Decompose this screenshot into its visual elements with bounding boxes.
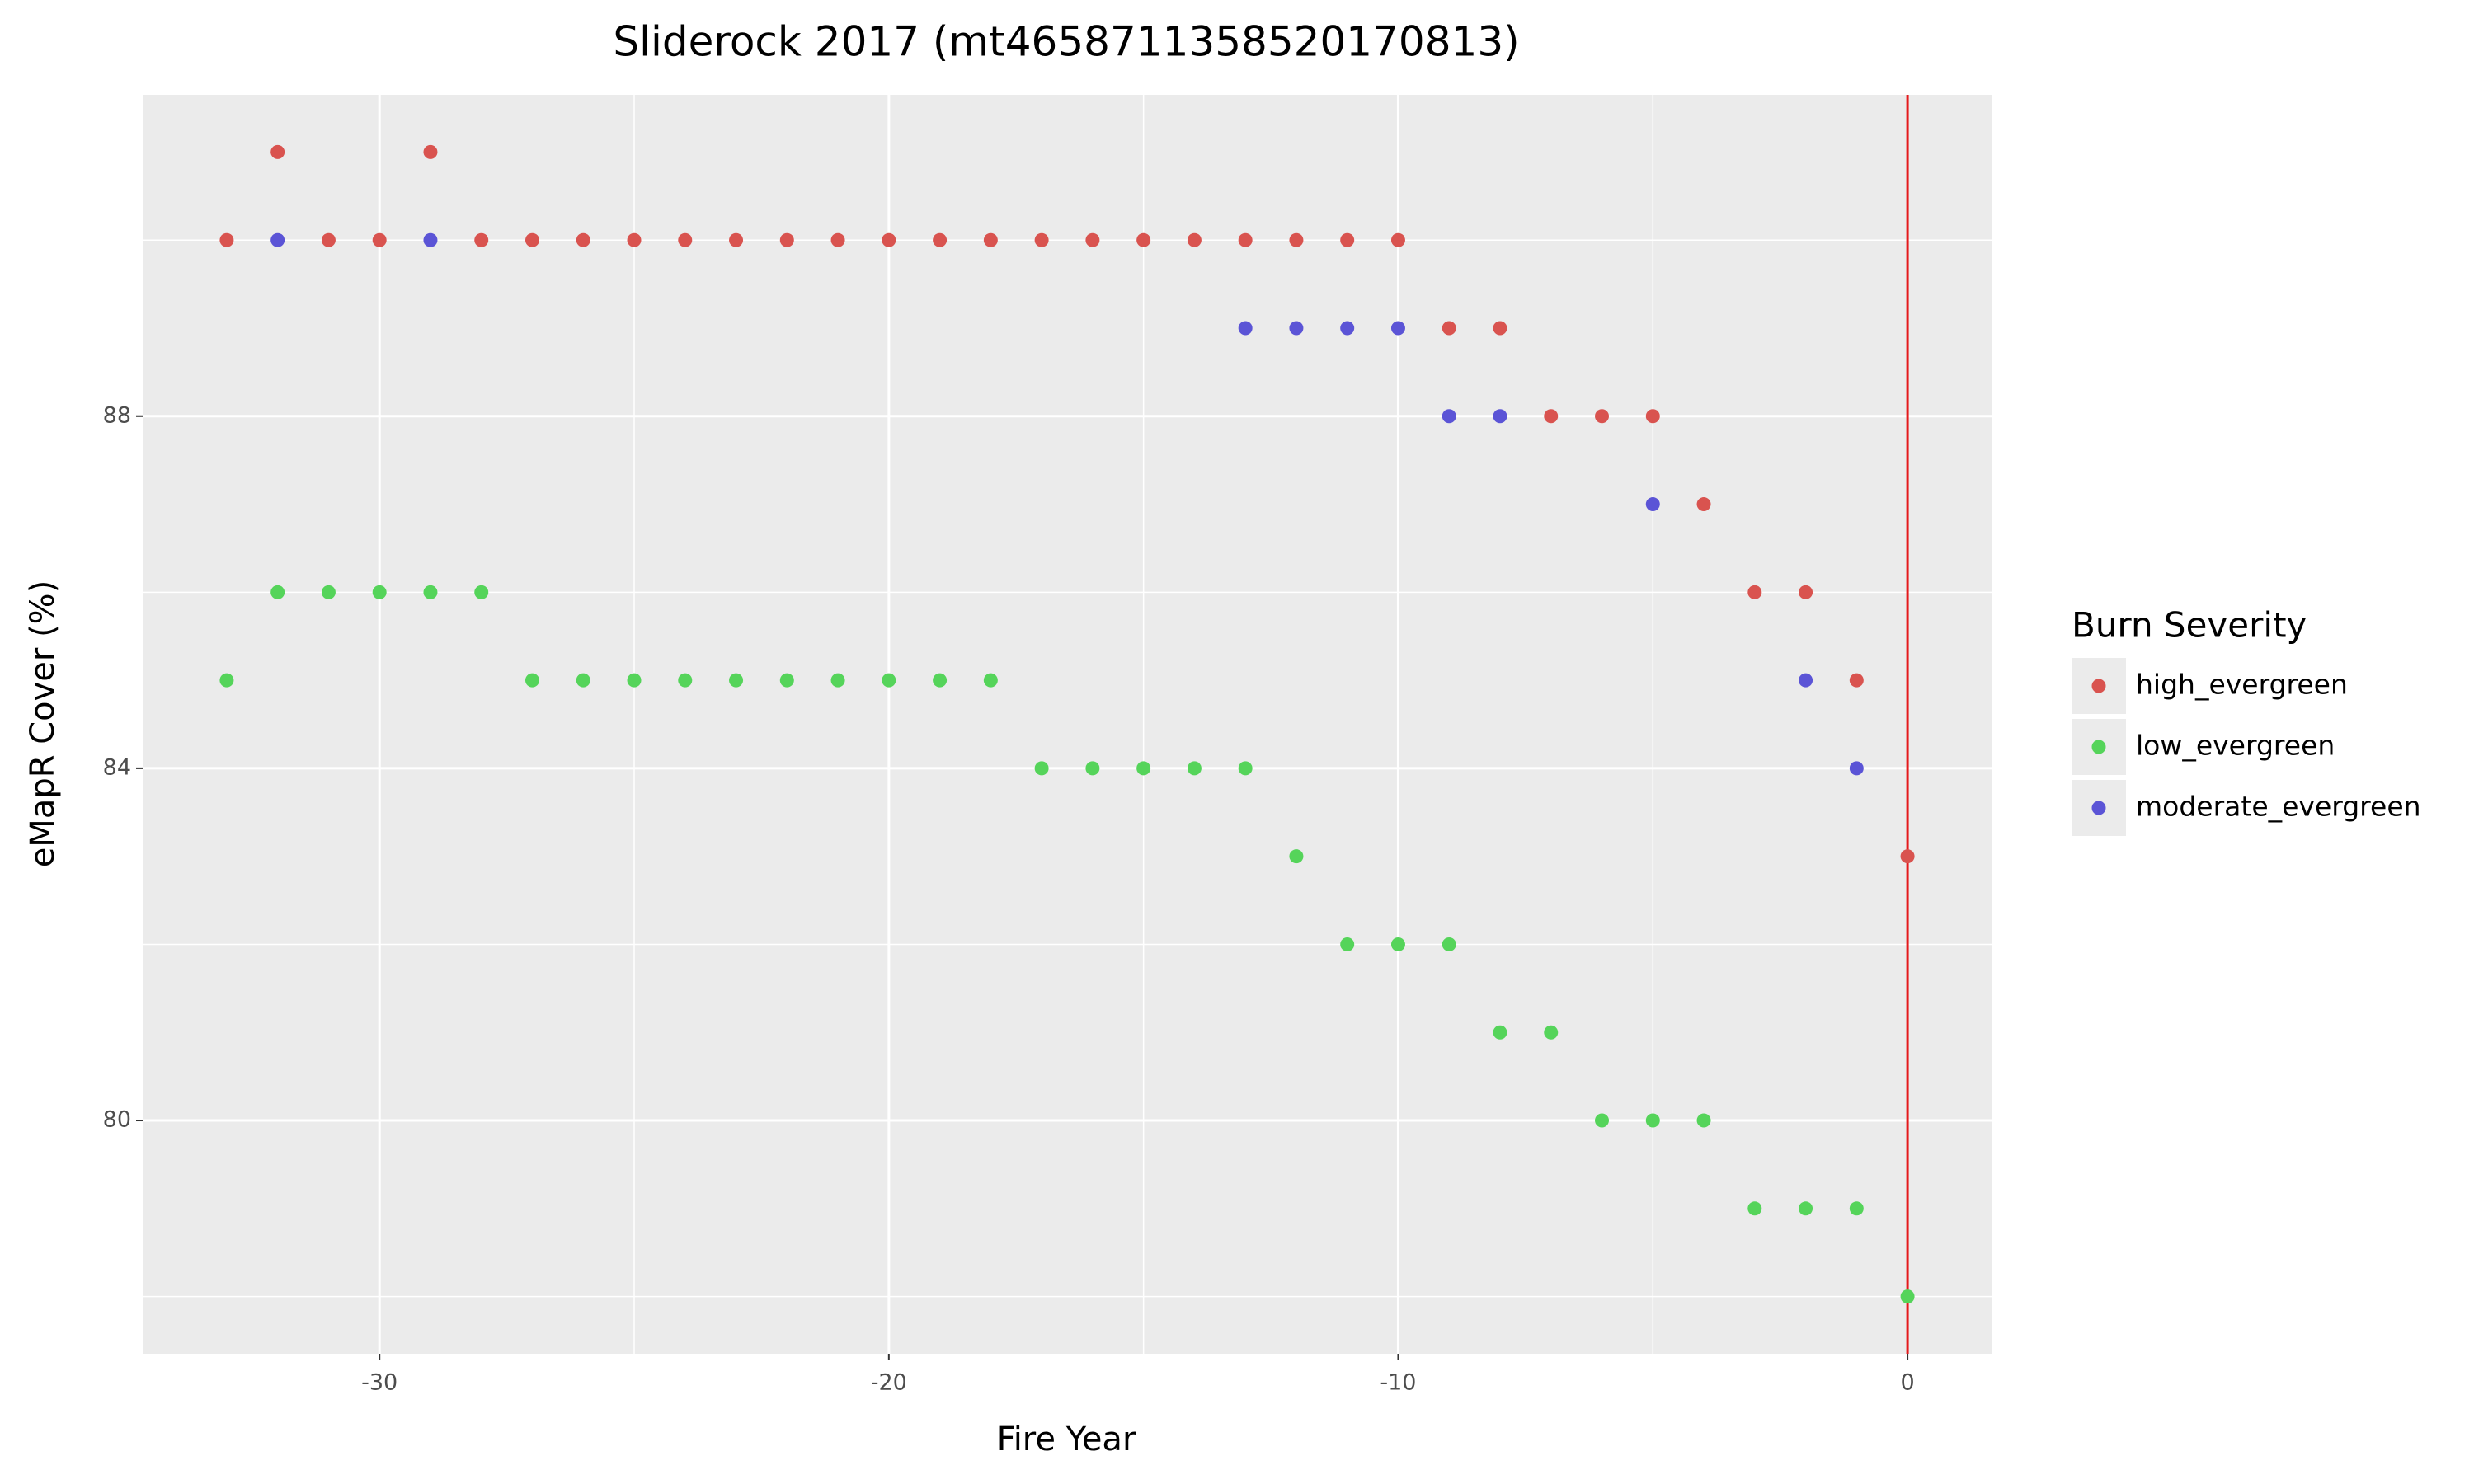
point (627, 673, 642, 688)
point (1289, 232, 1304, 247)
point (882, 232, 896, 247)
legend-label: moderate_evergreen (2136, 791, 2421, 823)
y-tick-label: 80 (103, 1107, 131, 1133)
x-axis-label: Fire Year (997, 1421, 1136, 1458)
legend-marker (2091, 801, 2106, 815)
point (1340, 937, 1355, 951)
point (1136, 232, 1151, 247)
point (1289, 849, 1304, 864)
point (779, 673, 794, 688)
point (1085, 761, 1100, 776)
point (270, 585, 285, 599)
point (270, 232, 285, 247)
point (1747, 585, 1762, 599)
point (1442, 937, 1456, 951)
point (983, 232, 998, 247)
point (1799, 1201, 1813, 1216)
point (1493, 321, 1507, 336)
point (1544, 409, 1559, 424)
point (219, 673, 234, 688)
legend-marker (2091, 740, 2106, 754)
y-axis-label: eMapR Cover (%) (24, 580, 62, 868)
point (1034, 761, 1049, 776)
point (1390, 321, 1405, 336)
chart-title: Sliderock 2017 (mt4658711358520170813) (613, 18, 1519, 66)
point (1747, 1201, 1762, 1216)
point (1900, 849, 1915, 864)
x-tick-label: -10 (1380, 1370, 1416, 1396)
plot-panel (143, 95, 1992, 1354)
point (678, 673, 693, 688)
point (1238, 232, 1253, 247)
point (219, 232, 234, 247)
point (1493, 1025, 1507, 1040)
point (830, 673, 845, 688)
point (1900, 1289, 1915, 1304)
point (983, 673, 998, 688)
point (882, 673, 896, 688)
point (1645, 497, 1660, 512)
x-tick-label: -30 (361, 1370, 397, 1396)
point (1645, 409, 1660, 424)
point (1849, 761, 1864, 776)
point (1799, 585, 1813, 599)
legend-label: high_evergreen (2136, 669, 2348, 701)
point (1187, 761, 1202, 776)
point (729, 232, 744, 247)
point (627, 232, 642, 247)
point (1442, 409, 1456, 424)
point (1390, 232, 1405, 247)
point (1442, 321, 1456, 336)
point (933, 232, 948, 247)
point (1645, 1113, 1660, 1128)
legend-label: low_evergreen (2136, 730, 2335, 762)
y-tick-label: 84 (103, 754, 131, 780)
point (1595, 1113, 1610, 1128)
point (372, 232, 387, 247)
point (678, 232, 693, 247)
point (1390, 937, 1405, 951)
point (779, 232, 794, 247)
x-tick-label: 0 (1900, 1370, 1914, 1396)
point (1085, 232, 1100, 247)
point (729, 673, 744, 688)
point (321, 232, 336, 247)
point (1187, 232, 1202, 247)
point (576, 232, 590, 247)
point (1238, 321, 1253, 336)
point (423, 232, 438, 247)
point (830, 232, 845, 247)
point (933, 673, 948, 688)
point (1340, 232, 1355, 247)
point (1696, 1113, 1711, 1128)
legend-marker (2091, 679, 2106, 693)
point (1493, 409, 1507, 424)
point (524, 232, 539, 247)
point (1289, 321, 1304, 336)
point (1595, 409, 1610, 424)
legend-title: Burn Severity (2072, 605, 2307, 646)
point (1696, 497, 1711, 512)
point (270, 144, 285, 159)
point (1544, 1025, 1559, 1040)
point (576, 673, 590, 688)
point (321, 585, 336, 599)
point (423, 585, 438, 599)
point (1238, 761, 1253, 776)
point (372, 585, 387, 599)
point (1340, 321, 1355, 336)
point (1136, 761, 1151, 776)
point (474, 232, 489, 247)
point (1849, 673, 1864, 688)
point (524, 673, 539, 688)
x-tick-label: -20 (871, 1370, 907, 1396)
point (1034, 232, 1049, 247)
point (1799, 673, 1813, 688)
point (1849, 1201, 1864, 1216)
point (474, 585, 489, 599)
y-tick-label: 88 (103, 402, 131, 428)
point (423, 144, 438, 159)
